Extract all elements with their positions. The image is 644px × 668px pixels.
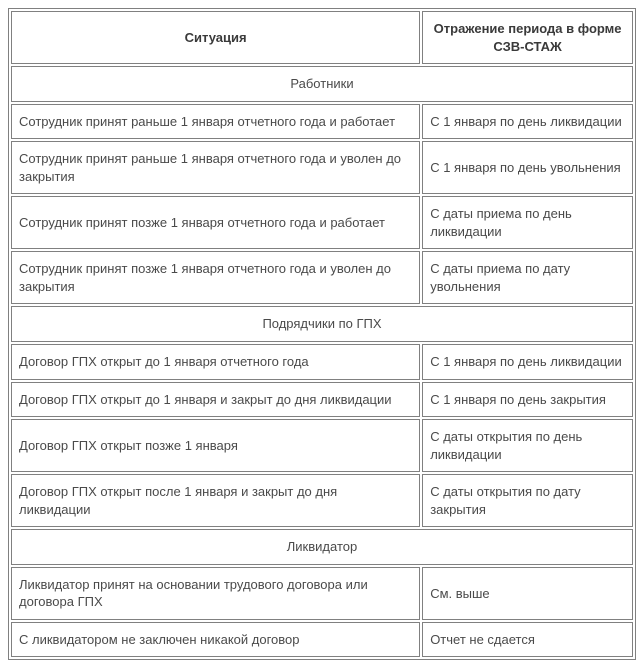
section-header-row: Ликвидатор: [11, 529, 633, 565]
table-row: Договор ГПХ открыт после 1 января и закр…: [11, 474, 633, 527]
period-cell: См. выше: [422, 567, 633, 620]
situation-cell: Сотрудник принят позже 1 января отчетног…: [11, 251, 420, 304]
table-row: Договор ГПХ открыт до 1 января и закрыт …: [11, 382, 633, 418]
table-row: Сотрудник принят раньше 1 января отчетно…: [11, 141, 633, 194]
section-header-row: Подрядчики по ГПХ: [11, 306, 633, 342]
header-col-situation: Ситуация: [11, 11, 420, 64]
situation-cell: Сотрудник принят раньше 1 января отчетно…: [11, 141, 420, 194]
section-header-cell: Ликвидатор: [11, 529, 633, 565]
section-header-cell: Работники: [11, 66, 633, 102]
table-row: Договор ГПХ открыт позже 1 январяС даты …: [11, 419, 633, 472]
table-body: РаботникиСотрудник принят раньше 1 январ…: [11, 66, 633, 657]
situation-cell: Договор ГПХ открыт позже 1 января: [11, 419, 420, 472]
table-row: Сотрудник принят позже 1 января отчетног…: [11, 251, 633, 304]
situation-cell: Сотрудник принят раньше 1 января отчетно…: [11, 104, 420, 140]
period-cell: С даты приема по дату увольнения: [422, 251, 633, 304]
period-cell: С даты приема по день ликвидации: [422, 196, 633, 249]
section-header-row: Работники: [11, 66, 633, 102]
period-cell: С даты открытия по дату закрытия: [422, 474, 633, 527]
situation-cell: Договор ГПХ открыт до 1 января отчетного…: [11, 344, 420, 380]
period-cell: С даты открытия по день ликвидации: [422, 419, 633, 472]
situation-cell: Ликвидатор принят на основании трудового…: [11, 567, 420, 620]
table-row: С ликвидатором не заключен никакой догов…: [11, 622, 633, 658]
situation-table: Ситуация Отражение периода в форме СЗВ-С…: [8, 8, 636, 660]
table-row: Сотрудник принят раньше 1 января отчетно…: [11, 104, 633, 140]
period-cell: Отчет не сдается: [422, 622, 633, 658]
header-col-period: Отражение периода в форме СЗВ-СТАЖ: [422, 11, 633, 64]
period-cell: С 1 января по день закрытия: [422, 382, 633, 418]
situation-cell: С ликвидатором не заключен никакой догов…: [11, 622, 420, 658]
table-row: Ликвидатор принят на основании трудового…: [11, 567, 633, 620]
situation-cell: Договор ГПХ открыт до 1 января и закрыт …: [11, 382, 420, 418]
table-row: Сотрудник принят позже 1 января отчетног…: [11, 196, 633, 249]
period-cell: С 1 января по день ликвидации: [422, 344, 633, 380]
situation-cell: Договор ГПХ открыт после 1 января и закр…: [11, 474, 420, 527]
situation-cell: Сотрудник принят позже 1 января отчетног…: [11, 196, 420, 249]
section-header-cell: Подрядчики по ГПХ: [11, 306, 633, 342]
period-cell: С 1 января по день ликвидации: [422, 104, 633, 140]
header-row: Ситуация Отражение периода в форме СЗВ-С…: [11, 11, 633, 64]
period-cell: С 1 января по день увольнения: [422, 141, 633, 194]
table-row: Договор ГПХ открыт до 1 января отчетного…: [11, 344, 633, 380]
